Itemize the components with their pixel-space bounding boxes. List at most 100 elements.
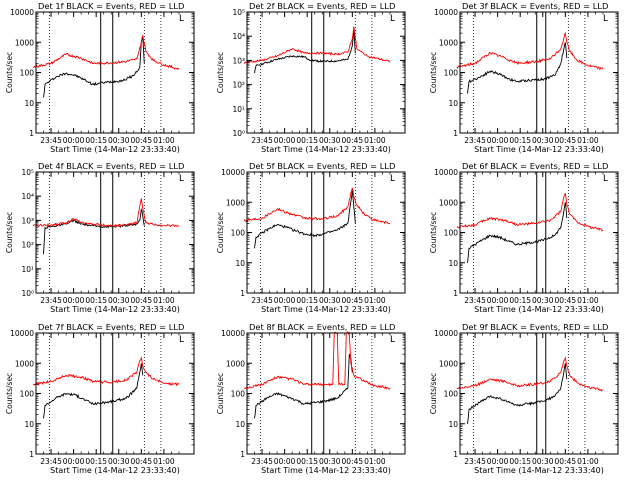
- x-tick-label: 00:15: [296, 136, 318, 145]
- y-tick-label: 10000: [221, 329, 245, 338]
- x-axis-label: Start Time (14-Mar-12 23:33:40): [261, 305, 391, 314]
- panel-title: Det 3f BLACK = Events, RED = LLD: [462, 1, 608, 11]
- y-tick-label: 1: [453, 129, 458, 138]
- panel-title: Det 6f BLACK = Events, RED = LLD: [462, 161, 608, 171]
- y-axis-label: Counts/sec: [5, 212, 14, 253]
- y-tick-label: 10: [235, 259, 245, 268]
- y-tick-label: 10²: [21, 241, 34, 250]
- y-tick-label: 100: [20, 69, 35, 78]
- y-axis-label: Counts/sec: [216, 212, 225, 253]
- panel-title: Det 7f BLACK = Events, RED = LLD: [38, 322, 184, 332]
- panel-det-9f: Det 9f BLACK = Events, RED = LLD 1 10 100 10…: [429, 322, 619, 475]
- y-tick-label: 1: [29, 450, 34, 459]
- y-axis-label: Counts/sec: [5, 52, 14, 93]
- panel-det-7f: Det 7f BLACK = Events, RED = LLD 1 10 100 10…: [5, 322, 195, 475]
- x-tick-label: 00:00: [487, 296, 509, 305]
- events-series-line: [43, 363, 144, 419]
- x-tick-label: 00:30: [319, 296, 341, 305]
- plot-frame: [35, 11, 195, 134]
- lld-series-line: [32, 356, 180, 387]
- corner-mark: L: [390, 174, 395, 184]
- y-tick-label: 10: [448, 420, 458, 429]
- y-tick-label: 10: [235, 420, 245, 429]
- panel-det-6f: Det 6f BLACK = Events, RED = LLD 1 10 100 10…: [429, 161, 619, 314]
- x-tick-label: 00:30: [108, 457, 130, 466]
- lld-series-line: [32, 35, 180, 71]
- y-tick-label: 10³: [21, 216, 34, 225]
- x-tick-label: 00:45: [342, 136, 364, 145]
- y-tick-label: 10000: [221, 168, 245, 177]
- y-tick-label: 10⁰: [21, 289, 34, 298]
- x-tick-label: 00:15: [296, 296, 318, 305]
- plot-frame: [459, 332, 619, 455]
- lld-series-line: [243, 330, 391, 390]
- y-axis-label: Counts/sec: [429, 52, 438, 93]
- y-tick-label: 10: [24, 420, 34, 429]
- x-tick-label: 01:00: [577, 136, 599, 145]
- x-tick-label: 23:45: [251, 296, 273, 305]
- y-tick-label: 1000: [15, 38, 34, 47]
- lld-series-line: [456, 192, 604, 232]
- x-tick-label: 00:00: [487, 136, 509, 145]
- y-axis-label: Counts/sec: [429, 212, 438, 253]
- x-tick-label: 01:00: [153, 457, 175, 466]
- x-tick-label: 01:00: [364, 457, 386, 466]
- panel-title: Det 2f BLACK = Events, RED = LLD: [249, 1, 395, 11]
- corner-mark: L: [179, 14, 184, 24]
- x-tick-label: 01:00: [153, 136, 175, 145]
- plot-frame: [35, 171, 195, 294]
- y-tick-label: 1000: [226, 359, 245, 368]
- x-tick-label: 00:30: [319, 136, 341, 145]
- x-tick-label: 00:00: [487, 457, 509, 466]
- y-tick-label: 100: [444, 69, 459, 78]
- lld-series-line: [456, 356, 604, 392]
- plot-frame: [459, 11, 619, 134]
- lld-series-line: [243, 187, 391, 225]
- panel-det-4f: Det 4f BLACK = Events, RED = LLD 10⁰ 10¹ 10…: [5, 161, 195, 314]
- y-tick-label: 10²: [232, 81, 245, 90]
- x-tick-label: 00:30: [108, 136, 130, 145]
- y-tick-label: 10000: [10, 329, 34, 338]
- x-tick-label: 00:30: [108, 296, 130, 305]
- panel-det-5f: Det 5f BLACK = Events, RED = LLD 1 10 100 10…: [216, 161, 406, 314]
- x-tick-label: 00:30: [532, 296, 554, 305]
- panel-title: Det 4f BLACK = Events, RED = LLD: [38, 161, 184, 171]
- x-tick-label: 01:00: [577, 457, 599, 466]
- x-tick-label: 00:00: [274, 136, 296, 145]
- y-tick-label: 10: [24, 99, 34, 108]
- corner-mark: L: [390, 14, 395, 24]
- panel-title: Det 5f BLACK = Events, RED = LLD: [249, 161, 395, 171]
- y-tick-label: 10000: [434, 168, 458, 177]
- y-tick-label: 10000: [434, 329, 458, 338]
- x-tick-label: 00:45: [131, 296, 153, 305]
- x-tick-label: 00:15: [85, 136, 107, 145]
- y-tick-label: 10¹: [232, 105, 245, 114]
- corner-mark: L: [603, 174, 608, 184]
- x-tick-label: 00:00: [274, 457, 296, 466]
- x-tick-label: 23:45: [464, 296, 486, 305]
- y-tick-label: 10¹: [21, 265, 34, 274]
- y-tick-label: 1: [240, 289, 245, 298]
- x-tick-label: 00:15: [509, 136, 531, 145]
- x-tick-label: 00:00: [63, 457, 85, 466]
- y-tick-label: 10⁵: [232, 8, 245, 17]
- y-tick-label: 100: [444, 390, 459, 399]
- x-tick-label: 00:45: [131, 457, 153, 466]
- panel-det-3f: Det 3f BLACK = Events, RED = LLD 1 10 100 10…: [429, 1, 619, 154]
- y-tick-label: 10⁴: [232, 32, 245, 41]
- x-tick-label: 00:30: [532, 136, 554, 145]
- x-tick-label: 23:45: [251, 136, 273, 145]
- x-tick-label: 23:45: [40, 136, 62, 145]
- y-tick-label: 1: [453, 289, 458, 298]
- events-series-line: [254, 28, 356, 74]
- y-tick-label: 1000: [439, 359, 458, 368]
- y-tick-label: 10⁵: [21, 168, 34, 177]
- panel-title: Det 8f BLACK = Events, RED = LLD: [249, 322, 395, 332]
- x-tick-label: 23:45: [464, 457, 486, 466]
- x-tick-label: 00:45: [342, 457, 364, 466]
- y-tick-label: 1000: [226, 198, 245, 207]
- events-series-line: [254, 190, 356, 249]
- x-tick-label: 01:00: [364, 136, 386, 145]
- x-tick-label: 23:45: [464, 136, 486, 145]
